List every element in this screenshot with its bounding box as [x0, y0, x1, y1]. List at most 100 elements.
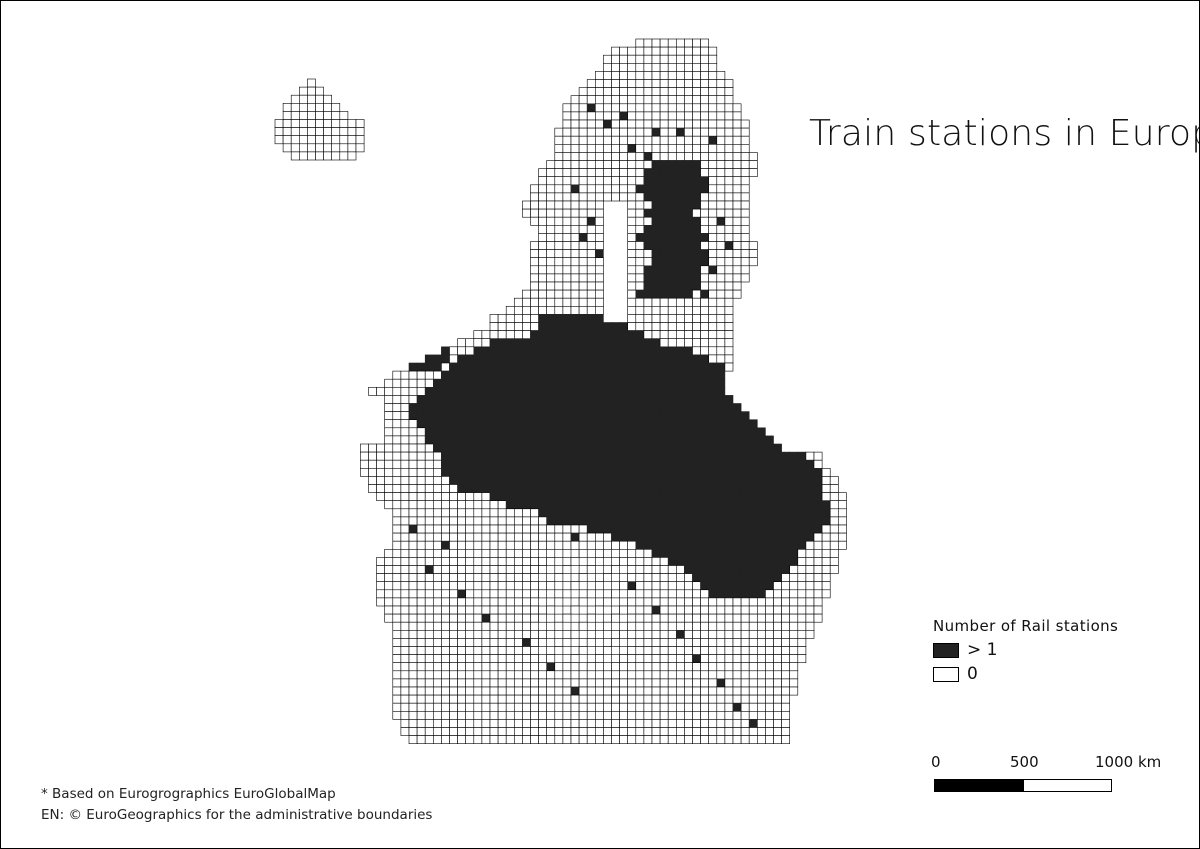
- grid-cell-empty: [530, 540, 539, 550]
- grid-cell-filled: [659, 403, 669, 412]
- grid-cell-empty: [392, 411, 402, 421]
- grid-cell-empty: [315, 127, 324, 136]
- grid-cell-filled: [724, 548, 734, 558]
- grid-cell-empty: [481, 621, 491, 631]
- grid-cell-filled: [700, 459, 709, 469]
- grid-cell-filled: [578, 427, 588, 437]
- grid-cell-empty: [740, 654, 750, 663]
- grid-cell-empty: [392, 524, 402, 534]
- grid-cell-empty: [805, 540, 815, 550]
- grid-cell-empty: [408, 719, 418, 728]
- grid-cell-empty: [473, 670, 483, 680]
- grid-cell-filled: [627, 524, 637, 534]
- grid-cell-empty: [700, 662, 709, 672]
- grid-cell-filled: [449, 443, 458, 453]
- grid-cell-empty: [724, 638, 734, 647]
- grid-cell-empty: [684, 71, 693, 80]
- grid-cell-empty: [538, 249, 547, 259]
- grid-cell-filled: [562, 322, 572, 331]
- grid-cell-empty: [724, 208, 734, 218]
- grid-cell-empty: [530, 249, 539, 259]
- grid-cell-filled: [740, 467, 750, 477]
- grid-cell-filled: [732, 540, 742, 550]
- grid-cell-filled: [781, 532, 790, 542]
- grid-cell-empty: [416, 727, 426, 736]
- grid-cell-empty: [611, 581, 620, 591]
- grid-cell-filled: [748, 451, 758, 461]
- grid-cell-empty: [432, 670, 442, 680]
- grid-cell-filled: [692, 565, 701, 574]
- grid-cell-empty: [611, 686, 620, 696]
- grid-cell-empty: [578, 281, 588, 291]
- grid-cell-empty: [659, 670, 669, 680]
- grid-cell-empty: [643, 95, 653, 105]
- grid-cell-empty: [513, 565, 523, 574]
- grid-cell-empty: [554, 646, 564, 655]
- grid-cell-filled: [675, 492, 685, 502]
- grid-cell-filled: [465, 354, 475, 364]
- grid-cell-empty: [473, 548, 483, 558]
- grid-cell-filled: [659, 540, 669, 550]
- grid-cell-empty: [700, 338, 709, 348]
- grid-cell-empty: [732, 176, 742, 186]
- grid-cell-empty: [748, 678, 758, 688]
- grid-cell-empty: [408, 492, 418, 502]
- grid-cell-empty: [684, 330, 693, 340]
- grid-cell-filled: [716, 370, 726, 380]
- grid-cell-filled: [684, 476, 693, 485]
- grid-cell-empty: [505, 597, 515, 607]
- grid-cell-empty: [449, 346, 458, 356]
- grid-cell-filled: [700, 176, 709, 186]
- grid-cell-empty: [578, 589, 588, 599]
- grid-cell-empty: [546, 532, 556, 542]
- grid-cell-empty: [603, 87, 612, 96]
- grid-cell-empty: [667, 654, 677, 663]
- grid-cell-filled: [667, 500, 677, 510]
- grid-cell-empty: [732, 103, 742, 113]
- grid-cell-empty: [716, 670, 726, 680]
- grid-cell-empty: [562, 257, 572, 267]
- grid-cell-empty: [290, 151, 300, 161]
- grid-cell-empty: [562, 135, 572, 145]
- grid-cell-filled: [700, 257, 709, 267]
- grid-cell-filled: [643, 152, 653, 161]
- grid-cell-filled: [594, 314, 604, 323]
- grid-cell-filled: [651, 443, 661, 453]
- grid-cell-empty: [724, 111, 734, 121]
- grid-cell-empty: [570, 241, 580, 250]
- grid-cell-empty: [570, 548, 580, 558]
- grid-cell-filled: [546, 362, 556, 372]
- grid-cell-filled: [789, 532, 799, 542]
- grid-cell-empty: [586, 613, 596, 623]
- grid-cell-empty: [627, 597, 637, 607]
- grid-cell-empty: [667, 581, 677, 591]
- grid-cell-empty: [400, 670, 410, 680]
- grid-cell-empty: [457, 710, 467, 720]
- grid-cell-filled: [781, 459, 790, 469]
- grid-cell-empty: [635, 605, 645, 615]
- grid-cell-empty: [546, 678, 556, 688]
- grid-cell-empty: [441, 362, 450, 372]
- grid-cell-filled: [765, 516, 774, 526]
- grid-cell-empty: [465, 662, 475, 672]
- grid-cell-filled: [724, 403, 734, 412]
- grid-cell-empty: [643, 710, 653, 720]
- grid-cell-empty: [619, 540, 628, 550]
- grid-cell-filled: [473, 411, 483, 421]
- grid-cell-filled: [554, 435, 564, 445]
- legend-swatch-filled: [933, 642, 959, 658]
- grid-cell-empty: [773, 605, 782, 615]
- grid-cell-empty: [570, 727, 580, 736]
- grid-cell-filled: [546, 492, 556, 502]
- grid-cell-filled: [570, 403, 580, 412]
- grid-cell-filled: [805, 524, 815, 534]
- grid-cell-empty: [449, 702, 458, 712]
- grid-cell-empty: [554, 702, 564, 712]
- grid-cell-empty: [530, 605, 539, 615]
- grid-cell-empty: [408, 451, 418, 461]
- grid-cell-filled: [797, 492, 807, 502]
- grid-cell-empty: [724, 597, 734, 607]
- grid-cell-empty: [347, 135, 357, 145]
- grid-cell-empty: [570, 710, 580, 720]
